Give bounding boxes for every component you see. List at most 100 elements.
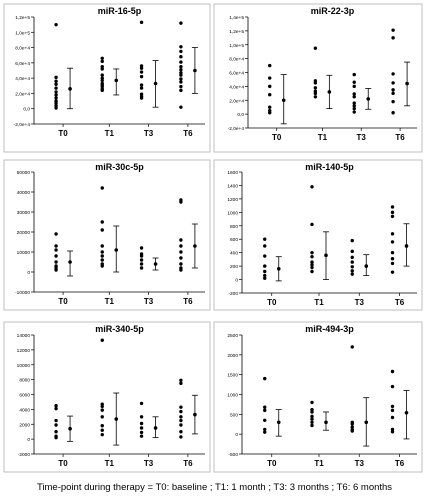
data-point — [100, 244, 104, 248]
mean-point — [68, 87, 72, 91]
panel-title: miR-140-5p — [305, 162, 354, 172]
data-point — [54, 93, 58, 97]
data-point — [350, 272, 354, 276]
data-point — [263, 430, 267, 434]
panel-frame — [3, 321, 211, 473]
mean-point — [114, 248, 119, 252]
x-tick-label: T1 — [105, 459, 115, 468]
y-tick-label: 0 — [27, 437, 30, 443]
data-point — [352, 72, 356, 77]
y-tick-label: 40000 — [17, 190, 31, 196]
data-point — [54, 22, 58, 27]
y-tick-label: 6,0e+4 — [229, 71, 244, 77]
data-point — [390, 250, 395, 255]
data-point — [391, 99, 395, 104]
data-point — [179, 250, 183, 254]
data-point — [100, 228, 104, 232]
y-tick-label: 4000 — [19, 407, 30, 413]
data-point — [310, 260, 314, 264]
mean-point — [404, 244, 409, 248]
data-point — [54, 260, 58, 264]
data-point — [139, 434, 144, 438]
data-point — [54, 248, 58, 252]
y-tick-label: 1,2e+5 — [229, 29, 244, 35]
data-point — [352, 84, 356, 89]
y-tick-label: 0,0 — [23, 107, 30, 113]
data-point — [54, 96, 58, 100]
data-point — [179, 105, 183, 109]
data-point — [179, 378, 183, 383]
panel-title: miR-16-5p — [98, 6, 142, 16]
y-tick-label: 2000 — [227, 353, 238, 359]
data-point — [391, 28, 395, 32]
y-tick-label: -2,0e+4 — [14, 122, 31, 128]
y-tick-label: 600 — [230, 237, 238, 243]
data-point — [179, 268, 183, 272]
data-point — [313, 95, 318, 99]
data-point — [310, 417, 314, 421]
data-point — [54, 86, 58, 90]
data-point — [139, 258, 144, 262]
data-point — [100, 88, 104, 93]
data-point — [100, 408, 104, 412]
y-tick-label: 10000 — [17, 363, 31, 369]
data-point — [310, 185, 314, 189]
y-tick-label: -2000 — [18, 452, 31, 458]
data-point — [268, 93, 272, 97]
y-tick-label: 1,0e+5 — [15, 30, 30, 36]
y-tick-label: 1500 — [227, 373, 238, 379]
data-point — [139, 262, 144, 266]
data-point — [390, 384, 395, 389]
data-point — [390, 415, 395, 420]
x-tick-label: T3 — [144, 129, 154, 138]
data-point — [390, 404, 395, 409]
data-point — [350, 345, 354, 349]
panel-title: miR-340-5p — [95, 324, 144, 334]
panel-4: miR-140-5p -200 0 200 400 600 800 1000 1200 1400 1… — [213, 159, 423, 311]
mean-point — [68, 426, 72, 431]
y-tick-label: -10000 — [15, 290, 30, 296]
mean-point — [364, 420, 369, 425]
data-point — [268, 84, 272, 89]
y-tick-label: 0 — [27, 270, 30, 276]
data-point — [352, 106, 356, 111]
data-point — [263, 408, 267, 413]
panel-6: miR-494-3p -500 0 500 1000 1500 2000 2500 T0 T1 T3… — [213, 321, 423, 473]
y-tick-label: 1000 — [227, 393, 238, 399]
mean-point — [68, 260, 72, 264]
data-point — [100, 264, 104, 268]
data-point — [54, 244, 58, 248]
data-point — [263, 269, 267, 274]
data-point — [263, 237, 267, 241]
mean-point — [405, 81, 409, 86]
x-tick-label: T6 — [183, 459, 193, 468]
data-point — [179, 262, 183, 266]
data-point — [310, 420, 314, 424]
y-tick-label: 800 — [230, 224, 238, 230]
data-point — [268, 63, 272, 68]
data-point — [179, 88, 183, 93]
x-tick-label: T0 — [58, 297, 68, 306]
data-point — [139, 96, 144, 100]
data-point — [390, 232, 395, 236]
data-point — [54, 268, 58, 272]
data-point — [179, 55, 183, 59]
data-point — [54, 403, 58, 408]
x-tick-label: T6 — [395, 133, 405, 142]
mean-point — [114, 417, 119, 421]
mean-point — [404, 410, 409, 415]
data-point — [352, 104, 356, 108]
panel-frame — [213, 3, 423, 153]
y-tick-label: -500 — [228, 452, 238, 458]
data-point — [350, 260, 354, 264]
y-tick-label: 500 — [230, 412, 238, 418]
data-point — [390, 210, 395, 215]
data-point — [352, 92, 356, 96]
y-tick-label: 6,0e+4 — [15, 61, 30, 67]
x-tick-label: T1 — [318, 133, 328, 142]
data-point — [390, 261, 395, 266]
y-tick-label: 2,0e+4 — [229, 98, 244, 104]
data-point — [310, 269, 314, 274]
data-point — [350, 429, 354, 433]
y-tick-label: 1,0e+5 — [229, 43, 244, 49]
